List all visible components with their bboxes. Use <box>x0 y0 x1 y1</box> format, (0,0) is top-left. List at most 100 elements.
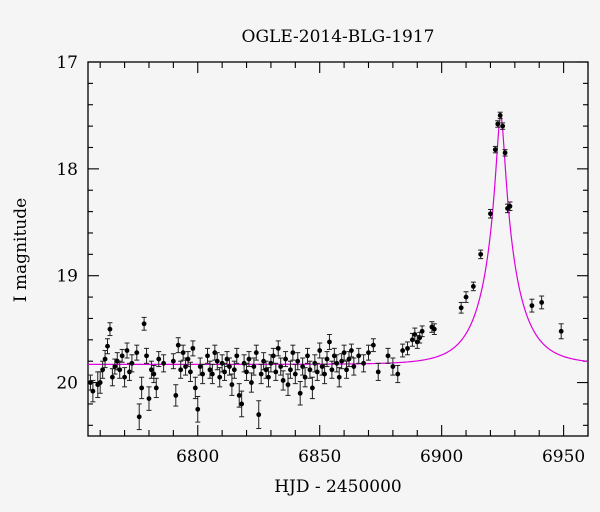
data-point <box>375 369 381 375</box>
data-point <box>463 294 469 300</box>
data-point <box>283 356 288 362</box>
data-point <box>558 328 564 334</box>
y-axis-label: I magnitude <box>11 198 31 302</box>
data-point <box>529 303 535 309</box>
data-point <box>134 350 140 356</box>
data-point <box>356 353 362 359</box>
data-point <box>344 367 349 373</box>
data-point <box>256 412 262 418</box>
data-point <box>139 385 145 391</box>
data-point <box>105 343 110 349</box>
x-tick-label: 6900 <box>420 447 463 467</box>
data-point <box>414 339 420 345</box>
data-point <box>119 353 125 359</box>
data-point <box>478 251 484 257</box>
data-point <box>270 353 276 359</box>
data-point <box>180 350 186 356</box>
data-point <box>302 374 308 380</box>
data-point <box>390 364 396 369</box>
data-point <box>209 371 215 377</box>
data-point <box>251 364 257 369</box>
model-curve <box>88 115 588 365</box>
data-point <box>263 367 269 373</box>
data-point <box>395 371 401 377</box>
data-point <box>331 353 337 359</box>
data-point <box>417 335 423 341</box>
data-point <box>153 385 159 391</box>
data-point <box>117 367 123 373</box>
x-tick-label: 6850 <box>298 447 341 467</box>
data-point <box>146 396 152 401</box>
x-tick-label: 6800 <box>176 447 219 467</box>
data-point <box>214 358 220 364</box>
data-point <box>346 356 352 362</box>
data-point <box>205 353 210 359</box>
data-point <box>112 364 118 369</box>
data-point <box>300 364 306 369</box>
data-point <box>361 360 367 366</box>
data-point <box>458 305 464 311</box>
data-point <box>109 374 115 380</box>
data-point <box>280 378 286 383</box>
data-point <box>329 367 335 373</box>
data-point <box>149 367 154 373</box>
data-point <box>90 388 96 394</box>
y-tick-label: 19 <box>56 267 78 287</box>
data-point <box>246 356 252 362</box>
plot-frame <box>87 61 589 437</box>
data-point <box>370 342 376 348</box>
data-point <box>102 356 108 362</box>
data-point <box>431 326 437 332</box>
data-point <box>297 390 303 396</box>
data-point <box>249 380 254 385</box>
x-tick-label: 6950 <box>542 447 585 467</box>
data-point <box>288 367 293 373</box>
data-point <box>129 360 135 366</box>
data-point <box>309 385 315 391</box>
data-point <box>412 332 418 337</box>
y-tick-label: 18 <box>56 160 78 180</box>
data-point <box>175 342 181 348</box>
data-point <box>334 360 340 366</box>
data-point <box>88 380 93 385</box>
data-point <box>290 350 296 356</box>
data-point <box>222 369 227 375</box>
plot-area: 6800 6850 6900 6950 17 18 19 20 <box>56 53 589 467</box>
data-point <box>173 392 179 398</box>
data-point <box>188 369 193 375</box>
data-point <box>336 374 342 380</box>
data-point <box>217 374 223 380</box>
data-point <box>122 374 127 380</box>
data-point <box>405 345 410 351</box>
data-point <box>124 348 130 353</box>
data-point <box>327 339 332 345</box>
data-point <box>195 406 201 412</box>
data-point <box>366 350 371 356</box>
data-point <box>231 367 237 373</box>
data-point <box>170 358 176 364</box>
data-point <box>178 367 184 373</box>
data-point <box>351 364 357 369</box>
data-point <box>500 123 506 129</box>
data-point <box>488 211 493 217</box>
data-point <box>136 414 142 420</box>
data-point <box>156 356 162 362</box>
data-point <box>185 356 191 362</box>
data-point <box>292 371 298 377</box>
data-point <box>100 367 106 373</box>
data-point <box>319 364 325 369</box>
data-point <box>495 121 501 127</box>
data-point <box>141 321 147 327</box>
y-tick-label: 17 <box>56 53 78 73</box>
data-point <box>492 147 498 153</box>
data-point <box>470 284 476 289</box>
data-point <box>144 353 149 359</box>
data-point <box>192 385 198 391</box>
data-point <box>190 345 196 351</box>
data-point <box>339 358 345 364</box>
data-point <box>507 203 513 209</box>
data-point <box>497 113 503 118</box>
data-point <box>305 353 310 359</box>
data-point <box>107 326 113 332</box>
